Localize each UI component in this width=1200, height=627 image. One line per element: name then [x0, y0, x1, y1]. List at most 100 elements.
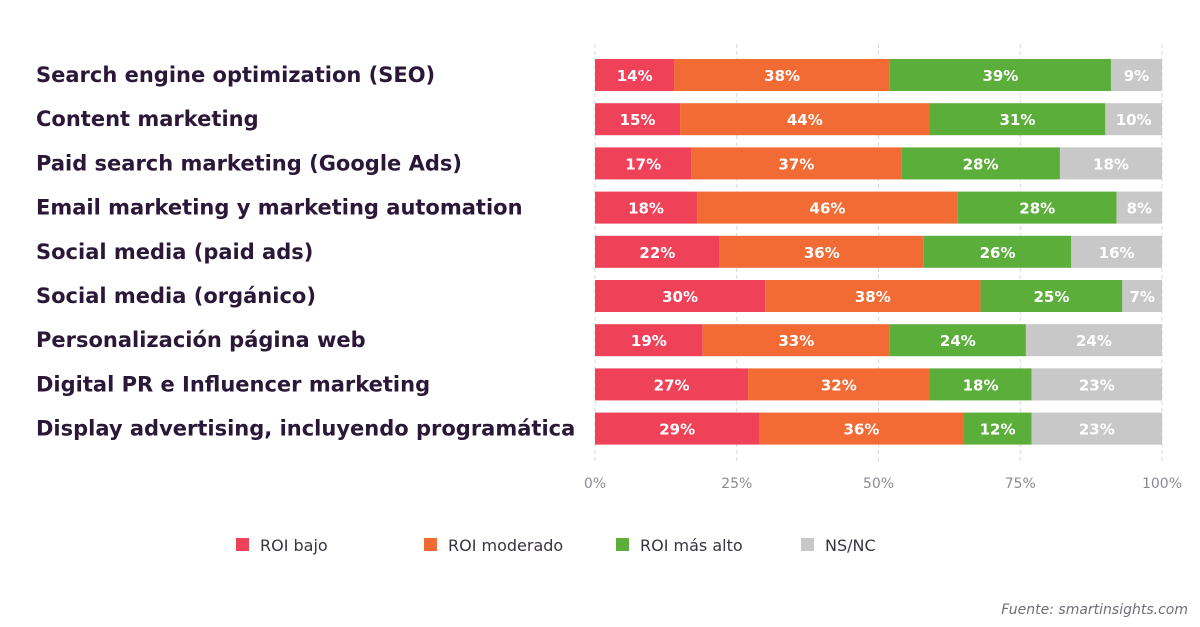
bar-value-label: 22% — [639, 244, 675, 262]
category-label: Social media (paid ads) — [36, 240, 313, 264]
bars: 14% 38% 39% 9% 15% 44% 31% 10% 17% 37% 28% 18% 18% 46… — [595, 59, 1162, 445]
bar-segment — [702, 324, 890, 357]
x-tick-label: 25% — [721, 476, 752, 492]
category-label: Email marketing y marketing automation — [36, 196, 523, 220]
bar-value-label: 38% — [764, 67, 800, 85]
legend-swatch — [801, 538, 814, 551]
bar-segment — [1110, 59, 1162, 91]
bar-value-label: 36% — [844, 421, 880, 439]
bar-segment — [595, 103, 681, 136]
category-label: Search engine optimization (SEO) — [36, 63, 435, 87]
bar-segment — [595, 147, 692, 180]
bar-value-label: 17% — [625, 155, 661, 173]
bar-segment — [957, 191, 1117, 224]
bar-segment — [980, 280, 1123, 312]
category-label: Social media (orgánico) — [36, 284, 316, 308]
source-label: Fuente: smartinsights.com — [1001, 602, 1188, 618]
bar-segment — [1105, 103, 1162, 136]
bar-segment — [697, 191, 958, 224]
bar-value-label: 9% — [1124, 67, 1149, 85]
bar-segment — [929, 103, 1106, 136]
x-tick-label: 75% — [1005, 476, 1036, 492]
bar-segment — [923, 235, 1072, 268]
category-labels: Search engine optimization (SEO) Content … — [36, 63, 575, 441]
category-label: Paid search marketing (Google Ads) — [36, 151, 462, 175]
bar-segment — [1059, 147, 1162, 180]
bar-segment — [595, 235, 720, 268]
bar-value-label: 19% — [631, 332, 667, 350]
bar-value-label: 18% — [1093, 155, 1129, 173]
category-label: Content marketing — [36, 107, 259, 131]
bar-value-label: 38% — [855, 288, 891, 306]
bar-value-label: 24% — [1076, 332, 1112, 350]
x-tick-label: 50% — [863, 476, 894, 492]
bar-segment — [691, 147, 902, 180]
bar-value-label: 39% — [982, 67, 1018, 85]
legend-label: ROI bajo — [260, 536, 328, 555]
bar-value-label: 7% — [1129, 288, 1154, 306]
bar-segment — [595, 368, 749, 401]
legend-swatch — [424, 538, 437, 551]
bar-value-label: 36% — [804, 244, 840, 262]
bar-segment — [1025, 324, 1162, 357]
bar-segment — [1031, 412, 1162, 445]
bar-segment — [748, 368, 930, 401]
legend-swatch — [616, 538, 629, 551]
bar-value-label: 15% — [620, 111, 656, 129]
bar-value-label: 18% — [963, 376, 999, 394]
bar-value-label: 26% — [980, 244, 1016, 262]
bar-value-label: 23% — [1079, 421, 1115, 439]
category-label: Display advertising, incluyendo programá… — [36, 417, 575, 441]
legend: ROI bajo ROI moderado ROI más alto NS/NC — [236, 536, 876, 555]
x-tick-label: 0% — [584, 476, 606, 492]
legend-swatch — [236, 538, 249, 551]
bar-segment — [889, 324, 1026, 357]
x-axis-ticks: 0% 25% 50% 75% 100% — [584, 476, 1182, 492]
bar-value-label: 28% — [1019, 200, 1055, 218]
bar-value-label: 32% — [821, 376, 857, 394]
bar-value-label: 8% — [1127, 200, 1152, 218]
bar-segment — [759, 412, 964, 445]
x-tick-label: 100% — [1142, 476, 1182, 492]
category-label: Digital PR e Influencer marketing — [36, 372, 430, 396]
bar-segment — [1031, 368, 1162, 401]
legend-label: ROI más alto — [640, 536, 743, 555]
bar-value-label: 29% — [659, 421, 695, 439]
category-label: Personalización página web — [36, 328, 366, 352]
bar-value-label: 24% — [940, 332, 976, 350]
bar-segment — [765, 280, 981, 312]
bar-value-label: 30% — [662, 288, 698, 306]
bar-segment — [929, 368, 1032, 401]
bar-value-label: 10% — [1116, 111, 1152, 129]
bar-segment — [595, 59, 675, 91]
bar-segment — [889, 59, 1111, 91]
bar-value-label: 31% — [999, 111, 1035, 129]
bar-segment — [1122, 280, 1162, 312]
bar-value-label: 18% — [628, 200, 664, 218]
bar-segment — [963, 412, 1032, 445]
bar-segment — [719, 235, 924, 268]
bar-value-label: 44% — [787, 111, 823, 129]
bar-value-label: 12% — [980, 421, 1016, 439]
bar-value-label: 27% — [654, 376, 690, 394]
bar-segment — [595, 191, 698, 224]
bar-value-label: 16% — [1099, 244, 1135, 262]
bar-value-label: 46% — [810, 200, 846, 218]
bar-value-label: 37% — [778, 155, 814, 173]
legend-label: ROI moderado — [448, 536, 563, 555]
legend-label: NS/NC — [825, 536, 876, 555]
bar-value-label: 28% — [963, 155, 999, 173]
bar-segment — [1116, 191, 1162, 224]
bar-value-label: 23% — [1079, 376, 1115, 394]
bar-value-label: 33% — [778, 332, 814, 350]
bar-segment — [674, 59, 890, 91]
bar-value-label: 14% — [617, 67, 653, 85]
bar-segment — [595, 280, 766, 312]
bar-value-label: 25% — [1033, 288, 1069, 306]
bar-segment — [680, 103, 930, 136]
bar-segment — [901, 147, 1060, 180]
bar-segment — [595, 412, 760, 445]
bar-segment — [1071, 235, 1162, 268]
bar-segment — [595, 324, 703, 357]
